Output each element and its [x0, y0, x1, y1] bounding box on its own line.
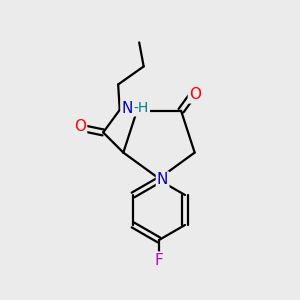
- Text: O: O: [74, 119, 86, 134]
- Text: F: F: [154, 253, 164, 268]
- Text: N: N: [157, 172, 168, 188]
- Text: -H: -H: [134, 101, 149, 116]
- Text: N: N: [122, 101, 133, 116]
- Text: O: O: [189, 87, 201, 102]
